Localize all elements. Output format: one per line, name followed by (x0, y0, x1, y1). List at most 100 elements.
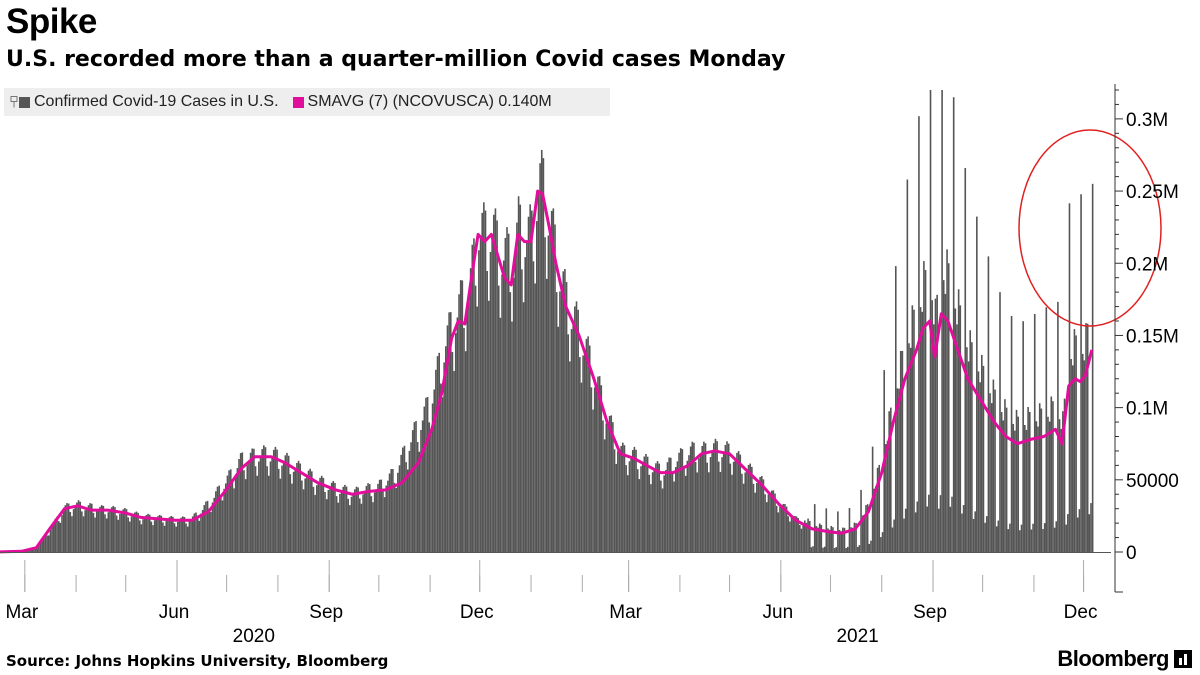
bar (833, 548, 836, 552)
bar (694, 461, 697, 552)
x-year-label: 2020 (233, 626, 275, 647)
bar (340, 491, 343, 552)
bar (433, 389, 436, 552)
bar (818, 523, 821, 552)
bar (167, 519, 169, 552)
bar (436, 356, 439, 552)
bar (509, 292, 512, 552)
bar (127, 517, 129, 552)
bar (195, 512, 197, 552)
bar (228, 470, 230, 552)
bar (858, 545, 861, 552)
bar (330, 482, 333, 552)
x-tick-label: Mar (5, 602, 38, 623)
bar (673, 481, 675, 552)
bar (812, 546, 814, 552)
bar (481, 212, 483, 553)
bar (928, 494, 930, 552)
bar (540, 149, 543, 552)
bar (613, 449, 616, 552)
bar (258, 461, 260, 552)
bar (800, 528, 803, 552)
bar (107, 512, 110, 552)
bar (633, 446, 636, 552)
bar (909, 347, 912, 552)
bar (140, 524, 143, 552)
bar (851, 527, 854, 552)
bar (342, 486, 345, 552)
bar (1042, 528, 1044, 552)
bar (827, 528, 829, 552)
bar (636, 469, 639, 552)
bar (524, 257, 527, 552)
bar (1040, 408, 1043, 552)
bar (186, 526, 189, 552)
bar (962, 505, 965, 552)
bar (789, 521, 791, 552)
bar (774, 493, 776, 552)
bar (699, 453, 702, 552)
legend-item-cases[interactable]: Confirmed Covid-19 Cases in U.S. (10, 93, 279, 111)
bar (693, 442, 695, 552)
bar (377, 483, 379, 552)
bar (656, 461, 659, 552)
bar (736, 452, 738, 552)
bar (400, 454, 402, 552)
bar (329, 487, 331, 552)
bar (744, 472, 747, 552)
bar (671, 473, 674, 552)
bar (231, 482, 234, 552)
bar (1055, 521, 1058, 552)
bar (661, 488, 664, 552)
bar (162, 522, 164, 552)
bar (908, 343, 910, 552)
bar (575, 301, 578, 552)
legend-item-smavg[interactable]: SMAVG (7) (NCOVUSCA) 0.140M (292, 93, 552, 111)
bar (777, 512, 780, 552)
y-tick-label: 0.1M (1126, 399, 1168, 420)
bar (211, 502, 214, 552)
bar (997, 520, 1000, 552)
bar (446, 325, 449, 552)
bar (660, 480, 662, 552)
bar (775, 505, 778, 552)
x-tick-label: Dec (1064, 602, 1098, 623)
bar (87, 505, 90, 552)
bar (483, 202, 485, 552)
bar (1086, 323, 1089, 552)
bar (669, 457, 672, 552)
bar (732, 461, 735, 552)
bar (754, 492, 756, 552)
bar (49, 530, 52, 552)
bar (622, 442, 624, 552)
bar (499, 317, 502, 552)
bar (172, 516, 174, 552)
bar (722, 452, 725, 552)
bar (966, 347, 968, 552)
bar (142, 519, 144, 552)
bar (853, 522, 856, 552)
bar (249, 452, 252, 552)
bar (332, 481, 335, 552)
bar (421, 420, 424, 552)
bar (1019, 530, 1021, 552)
bar (1017, 416, 1019, 552)
bar (931, 300, 933, 552)
bar (54, 518, 57, 552)
bar (406, 469, 409, 552)
bar (224, 483, 227, 552)
bar (934, 298, 937, 552)
bar (617, 451, 619, 552)
bar (878, 464, 881, 552)
bar (570, 329, 573, 552)
bar (757, 480, 760, 552)
bar (971, 342, 973, 552)
bar (132, 514, 134, 552)
bar (521, 269, 523, 552)
bar (479, 236, 482, 552)
bar (1037, 426, 1039, 552)
bar (325, 499, 328, 552)
bar (1078, 509, 1081, 552)
bar (84, 510, 86, 552)
bar (221, 500, 224, 552)
